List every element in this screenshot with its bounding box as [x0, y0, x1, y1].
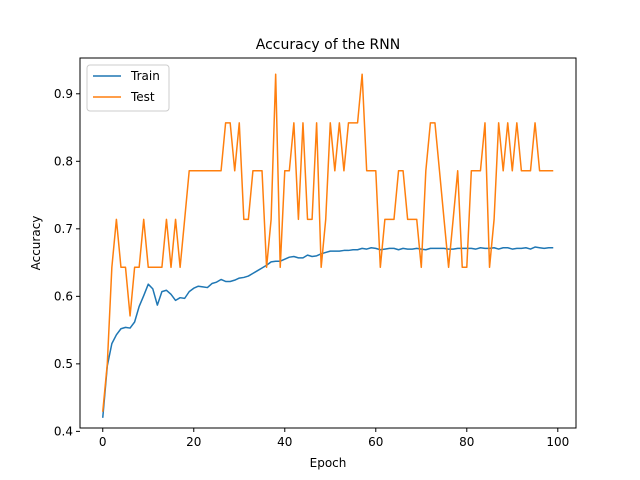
plot-area — [79, 57, 577, 429]
series-line-test — [102, 73, 554, 412]
x-tick-label: 0 — [99, 435, 107, 449]
chart-title: Accuracy of the RNN — [256, 37, 400, 53]
plot-frame — [79, 57, 577, 429]
legend: Train Test — [86, 64, 170, 112]
y-tick-label: 0.6 — [54, 289, 73, 303]
y-tick-label: 0.7 — [54, 222, 73, 236]
y-tick-label: 0.8 — [54, 154, 73, 168]
y-tick-label: 0.4 — [54, 424, 73, 438]
y-tick-label: 0.9 — [54, 87, 73, 101]
x-axis: 0 20 40 60 80 100 — [99, 428, 569, 449]
y-axis: 0.4 0.5 0.6 0.7 0.8 0.9 — [54, 87, 80, 438]
x-tick-label: 40 — [277, 435, 292, 449]
x-axis-label: Epoch — [310, 456, 347, 470]
x-tick-label: 20 — [186, 435, 201, 449]
legend-label-test: Test — [130, 90, 155, 104]
x-tick-label: 60 — [368, 435, 383, 449]
legend-label-train: Train — [130, 69, 160, 83]
y-axis-label: Accuracy — [29, 216, 43, 271]
series-layer — [102, 73, 554, 418]
x-tick-label: 100 — [546, 435, 569, 449]
x-tick-label: 80 — [459, 435, 474, 449]
series-line-train — [102, 246, 554, 418]
y-tick-label: 0.5 — [54, 357, 73, 371]
